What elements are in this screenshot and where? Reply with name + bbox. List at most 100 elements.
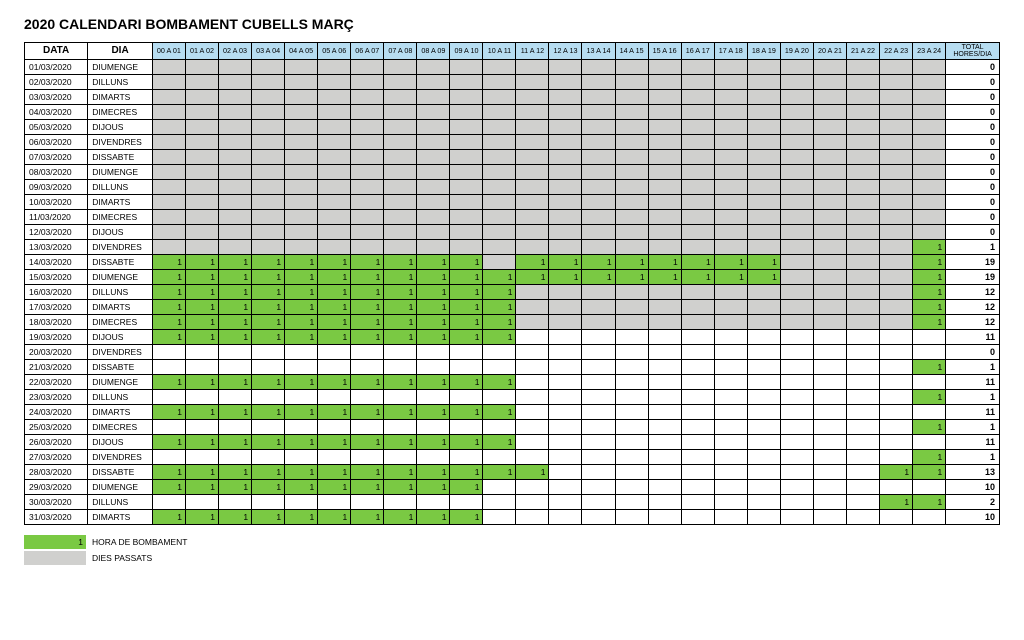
- cell-hour: [880, 330, 913, 345]
- cell-hour: 1: [582, 270, 615, 285]
- cell-hour: [516, 150, 549, 165]
- cell-hour: [185, 105, 218, 120]
- cell-hour: [813, 120, 846, 135]
- col-header-hour: 07 A 08: [384, 43, 417, 60]
- cell-hour: [681, 360, 714, 375]
- cell-hour: [615, 390, 648, 405]
- cell-hour: [450, 120, 483, 135]
- cell-hour: 1: [285, 405, 318, 420]
- cell-hour: [714, 450, 747, 465]
- cell-day: DIVENDRES: [88, 240, 153, 255]
- cell-hour: [318, 90, 351, 105]
- cell-total: 1: [946, 420, 1000, 435]
- cell-hour: 1: [318, 270, 351, 285]
- cell-hour: 1: [714, 255, 747, 270]
- cell-hour: [880, 60, 913, 75]
- cell-hour: [913, 210, 946, 225]
- cell-hour: 1: [516, 465, 549, 480]
- cell-hour: [648, 300, 681, 315]
- cell-hour: [351, 495, 384, 510]
- cell-hour: [780, 240, 813, 255]
- cell-hour: [483, 510, 516, 525]
- cell-hour: [218, 390, 251, 405]
- cell-hour: 1: [252, 255, 285, 270]
- cell-total: 0: [946, 120, 1000, 135]
- cell-hour: 1: [152, 330, 185, 345]
- cell-day: DIJOUS: [88, 225, 153, 240]
- table-row: 16/03/2020DILLUNS11111111111112: [25, 285, 1000, 300]
- cell-hour: [516, 60, 549, 75]
- cell-hour: [516, 315, 549, 330]
- cell-hour: [152, 360, 185, 375]
- col-header-hour: 19 A 20: [780, 43, 813, 60]
- cell-hour: [846, 60, 879, 75]
- cell-hour: [846, 315, 879, 330]
- col-header-hour: 06 A 07: [351, 43, 384, 60]
- cell-hour: [252, 90, 285, 105]
- cell-hour: [813, 495, 846, 510]
- cell-hour: 1: [417, 510, 450, 525]
- cell-total: 0: [946, 90, 1000, 105]
- cell-hour: [615, 150, 648, 165]
- cell-hour: [483, 225, 516, 240]
- cell-hour: [913, 120, 946, 135]
- cell-hour: [813, 255, 846, 270]
- cell-hour: [780, 135, 813, 150]
- cell-hour: 1: [913, 390, 946, 405]
- cell-hour: 1: [549, 255, 582, 270]
- cell-hour: [813, 375, 846, 390]
- cell-hour: [549, 210, 582, 225]
- cell-hour: [549, 195, 582, 210]
- cell-hour: [846, 390, 879, 405]
- cell-hour: [913, 330, 946, 345]
- cell-hour: 1: [483, 270, 516, 285]
- cell-date: 09/03/2020: [25, 180, 88, 195]
- cell-hour: [747, 315, 780, 330]
- cell-hour: 1: [913, 300, 946, 315]
- cell-hour: 1: [318, 465, 351, 480]
- cell-hour: [780, 330, 813, 345]
- cell-hour: [351, 195, 384, 210]
- cell-day: DIVENDRES: [88, 345, 153, 360]
- cell-hour: [516, 375, 549, 390]
- table-row: 25/03/2020DIMECRES11: [25, 420, 1000, 435]
- cell-hour: [648, 165, 681, 180]
- cell-hour: 1: [152, 375, 185, 390]
- cell-hour: [218, 135, 251, 150]
- cell-date: 14/03/2020: [25, 255, 88, 270]
- cell-hour: [516, 495, 549, 510]
- cell-hour: 1: [450, 375, 483, 390]
- table-row: 05/03/2020DIJOUS0: [25, 120, 1000, 135]
- cell-total: 0: [946, 105, 1000, 120]
- table-row: 08/03/2020DIUMENGE0: [25, 165, 1000, 180]
- cell-hour: 1: [218, 255, 251, 270]
- cell-hour: [384, 345, 417, 360]
- cell-hour: 1: [318, 435, 351, 450]
- cell-hour: [780, 345, 813, 360]
- cell-hour: [681, 345, 714, 360]
- cell-hour: [252, 195, 285, 210]
- cell-date: 25/03/2020: [25, 420, 88, 435]
- cell-hour: [285, 150, 318, 165]
- cell-hour: [780, 105, 813, 120]
- cell-hour: [450, 420, 483, 435]
- cell-hour: [747, 285, 780, 300]
- cell-hour: [913, 480, 946, 495]
- cell-hour: [351, 120, 384, 135]
- cell-hour: [813, 405, 846, 420]
- cell-hour: 1: [218, 510, 251, 525]
- cell-hour: [384, 450, 417, 465]
- cell-hour: [582, 225, 615, 240]
- cell-hour: [747, 510, 780, 525]
- cell-hour: [615, 285, 648, 300]
- cell-hour: [285, 135, 318, 150]
- cell-hour: 1: [516, 270, 549, 285]
- cell-hour: [252, 60, 285, 75]
- cell-hour: [846, 240, 879, 255]
- cell-hour: [813, 420, 846, 435]
- col-header-hour: 13 A 14: [582, 43, 615, 60]
- cell-hour: [846, 255, 879, 270]
- cell-hour: 1: [152, 270, 185, 285]
- cell-hour: [285, 105, 318, 120]
- cell-hour: [648, 150, 681, 165]
